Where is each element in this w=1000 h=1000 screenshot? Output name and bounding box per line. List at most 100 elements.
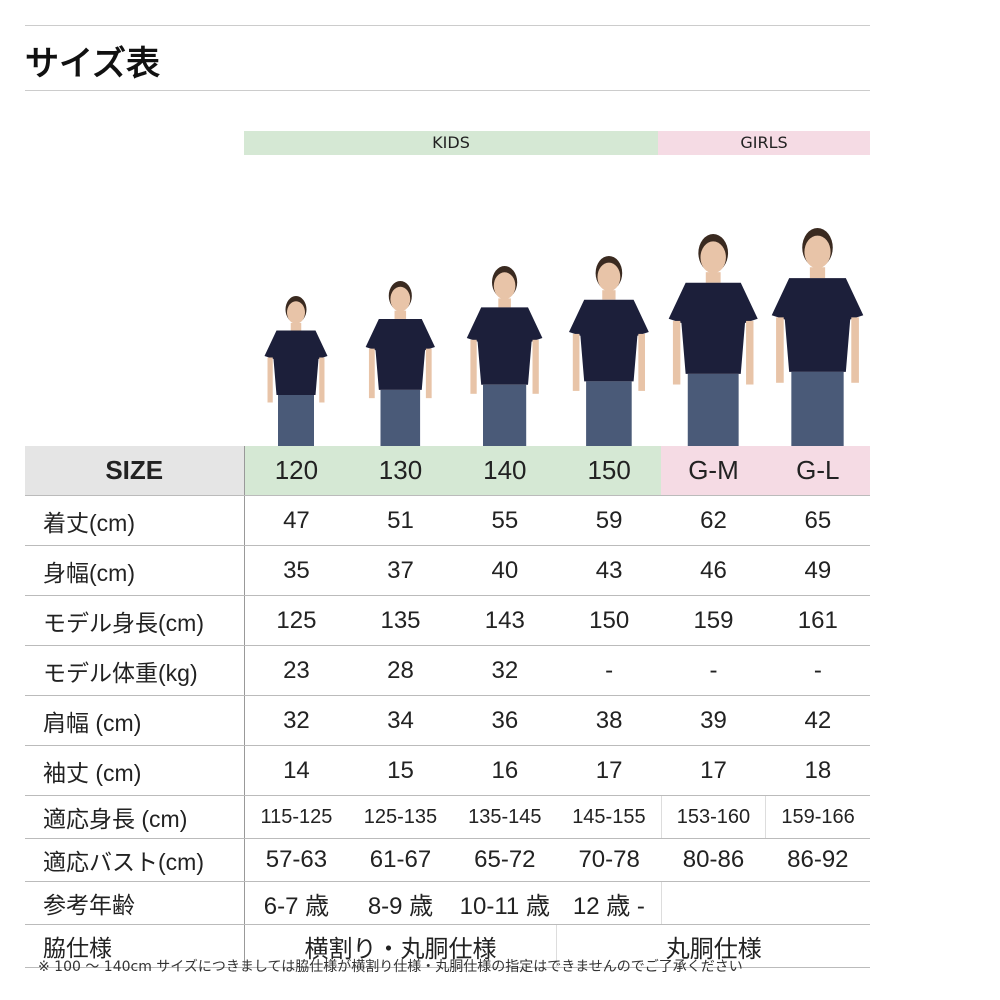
model-neck (809, 267, 826, 279)
model-arm (425, 348, 432, 399)
jeans (586, 381, 632, 446)
row-label: 脇仕様 (25, 924, 245, 968)
table-cell: 61-67 (348, 838, 453, 882)
table-cell: - (765, 645, 870, 696)
model-arm (672, 320, 681, 385)
table-cell: 8-9 歳 (348, 881, 453, 925)
table-cell: 16 (452, 745, 557, 796)
table-cell: 28 (348, 645, 453, 696)
row-label: 着丈(cm) (25, 495, 245, 546)
model-figure (264, 296, 328, 446)
table-cell: 34 (348, 695, 453, 746)
table-row: 身幅(cm) 35 37 40 43 46 49 (25, 545, 870, 596)
model-arm (368, 348, 375, 399)
size-cell: 140 (452, 446, 557, 496)
model-arm (532, 339, 539, 394)
tshirt (264, 330, 328, 395)
model-figure (365, 281, 435, 446)
kids-band: KIDS (244, 131, 658, 155)
table-cell: 36 (452, 695, 557, 746)
table-cell: 35 (244, 545, 349, 596)
footnote: ※ 100 〜 140cm サイズにつきましては脇仕様が横割り仕様・丸胴仕様の指… (38, 959, 743, 975)
table-cell: 125 (244, 595, 349, 646)
size-table: SIZE 120 130 140 150 G-M G-L 着丈(cm) 47 51 5… (25, 446, 870, 968)
tshirt (365, 318, 435, 390)
table-row: 着丈(cm) 47 51 55 59 62 65 (25, 495, 870, 546)
jeans (278, 395, 314, 446)
table-cell: 65 (765, 495, 870, 546)
model-face (287, 301, 305, 324)
model-face (700, 241, 726, 274)
model-arm (572, 333, 580, 391)
model-photos (264, 228, 864, 446)
size-cell: G-M (661, 446, 766, 496)
table-cell: - (661, 645, 766, 696)
table-cell: 32 (452, 645, 557, 696)
table-cell: 17 (556, 745, 662, 796)
table-cell: 57-63 (244, 838, 349, 882)
row-label: 適応身長 (cm) (25, 795, 245, 839)
table-row: モデル体重(kg) 23 28 32- - - (25, 645, 870, 696)
model-arm (638, 333, 645, 391)
row-label: 適応バスト(cm) (25, 838, 245, 882)
model-face (597, 262, 621, 292)
size-cell: 120 (244, 446, 349, 496)
model-face (390, 286, 411, 312)
table-cell (660, 881, 870, 925)
model-arm (746, 320, 754, 385)
model-face (493, 272, 516, 300)
table-cell: 47 (244, 495, 349, 546)
model-arm (267, 357, 273, 403)
table-cell: 143 (452, 595, 557, 646)
table-cell: 10-11 歳 (452, 881, 557, 925)
table-row: 袖丈 (cm) 14 15 16 17 17 18 (25, 745, 870, 796)
table-cell: 125-135 (348, 795, 453, 839)
table-cell: 46 (661, 545, 766, 596)
table-cell: 159 (661, 595, 766, 646)
size-header-row: SIZE 120 130 140 150 G-M G-L (25, 446, 870, 496)
tshirt (771, 278, 864, 372)
girls-band: GIRLS (658, 131, 870, 155)
tshirt (569, 299, 649, 382)
row-label: モデル身長(cm) (25, 595, 245, 646)
jeans (687, 373, 739, 446)
row-label: 肩幅 (cm) (25, 695, 245, 746)
table-cell: 62 (661, 495, 766, 546)
jeans (483, 384, 527, 446)
table-row: 脇仕様 横割り・丸胴仕様 丸胴仕様 (25, 924, 870, 968)
table-cell: 37 (348, 545, 453, 596)
table-cell: 6-7 歳 (244, 881, 349, 925)
model-neck (498, 298, 511, 308)
table-cell: 55 (452, 495, 557, 546)
table-cell: 65-72 (452, 838, 557, 882)
divider (25, 25, 870, 26)
table-cell: 12 歳 - (556, 881, 662, 925)
divider (25, 90, 870, 91)
size-cell: 130 (348, 446, 453, 496)
table-cell: 159-166 (765, 795, 870, 839)
table-cell: - (556, 645, 662, 696)
size-label: SIZE (25, 446, 245, 496)
model-neck (705, 272, 721, 283)
size-cell: G-L (765, 446, 870, 496)
model-figure (771, 228, 864, 446)
table-cell: 145-155 (556, 795, 662, 839)
model-arm (319, 357, 325, 403)
table-cell: 161 (765, 595, 870, 646)
model-face (804, 235, 831, 269)
tshirt (668, 282, 758, 374)
jeans (791, 371, 844, 446)
table-cell: 80-86 (661, 838, 766, 882)
table-cell: 115-125 (244, 795, 349, 839)
model-neck (602, 290, 616, 300)
model-arm (776, 317, 784, 383)
model-figure (466, 266, 543, 446)
table-cell: 42 (765, 695, 870, 746)
table-cell: 40 (452, 545, 557, 596)
table-cell: 86-92 (765, 838, 870, 882)
table-row: 肩幅 (cm) 32 34 36 38 39 42 (25, 695, 870, 746)
table-cell: 39 (661, 695, 766, 746)
model-neck (394, 310, 407, 319)
table-cell: 51 (348, 495, 453, 546)
